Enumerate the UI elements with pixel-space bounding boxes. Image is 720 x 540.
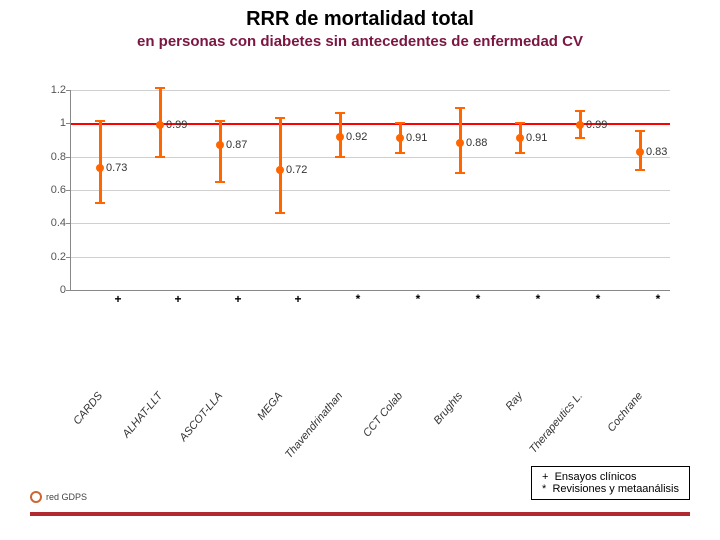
value-label: 0.72 bbox=[286, 164, 307, 176]
cap-top bbox=[215, 120, 225, 122]
x-category-label: Ray bbox=[503, 390, 525, 413]
y-tick-label: 1 bbox=[34, 117, 66, 129]
page-subtitle: en personas con diabetes sin antecedente… bbox=[0, 31, 720, 50]
category-marker: * bbox=[532, 292, 544, 306]
x-axis bbox=[70, 290, 670, 291]
error-bar bbox=[219, 120, 222, 182]
point-marker bbox=[216, 141, 224, 149]
x-category-label: CCT Colab bbox=[361, 390, 405, 439]
category-marker: * bbox=[412, 292, 424, 306]
x-category-label: CARDS bbox=[71, 390, 105, 427]
y-tick-label: 0 bbox=[34, 284, 66, 296]
category-marker: * bbox=[352, 292, 364, 306]
logo: red GDPS bbox=[30, 488, 100, 510]
point-marker bbox=[276, 166, 284, 174]
plot-area: 0.73 0.99 0.87 0.72 0.92 0.91 0.88 0.91 0.99 0.83 bbox=[70, 90, 670, 290]
cap-bottom bbox=[95, 202, 105, 204]
value-label: 0.73 bbox=[106, 162, 127, 174]
x-category-label: ASCOT-LLA bbox=[177, 390, 225, 444]
point-marker bbox=[636, 148, 644, 156]
cap-top bbox=[95, 120, 105, 122]
cap-bottom bbox=[395, 152, 405, 154]
category-marker: + bbox=[172, 292, 184, 306]
y-tick-label: 0.4 bbox=[34, 217, 66, 229]
point-marker bbox=[396, 134, 404, 142]
cap-top bbox=[335, 112, 345, 114]
cap-bottom bbox=[215, 181, 225, 183]
cap-top bbox=[635, 130, 645, 132]
value-label: 0.91 bbox=[526, 132, 547, 144]
value-label: 0.91 bbox=[406, 132, 427, 144]
x-category-label: Brughts bbox=[432, 390, 466, 427]
x-category-label: Therapeutics L. bbox=[527, 390, 585, 456]
point-marker bbox=[96, 164, 104, 172]
cap-top bbox=[575, 110, 585, 112]
point-marker bbox=[336, 133, 344, 141]
point-marker bbox=[456, 139, 464, 147]
value-label: 0.83 bbox=[646, 146, 667, 158]
category-marker: + bbox=[112, 292, 124, 306]
logo-icon bbox=[30, 491, 42, 503]
error-bar bbox=[99, 120, 102, 203]
cap-top bbox=[155, 87, 165, 89]
forest-chart: 00.20.40.60.811.2 0.730.990.870.720.920.… bbox=[30, 90, 690, 420]
x-category-label: ALHAT-LLT bbox=[120, 390, 165, 440]
point-marker bbox=[516, 134, 524, 142]
point-marker bbox=[576, 121, 584, 129]
error-bar bbox=[279, 117, 282, 214]
legend: + Ensayos clínicos * Revisiones y metaan… bbox=[531, 466, 690, 500]
cap-bottom bbox=[635, 169, 645, 171]
cap-top bbox=[455, 107, 465, 109]
category-marker: * bbox=[592, 292, 604, 306]
value-label: 0.88 bbox=[466, 137, 487, 149]
value-label: 0.92 bbox=[346, 131, 367, 143]
cap-bottom bbox=[335, 156, 345, 158]
value-label: 0.87 bbox=[226, 139, 247, 151]
logo-text: red GDPS bbox=[46, 492, 87, 502]
cap-bottom bbox=[575, 137, 585, 139]
value-label: 0.99 bbox=[586, 119, 607, 131]
cap-bottom bbox=[275, 212, 285, 214]
y-tick-label: 0.6 bbox=[34, 184, 66, 196]
legend-line-1: + Ensayos clínicos bbox=[542, 471, 679, 483]
x-category-label: Thavendrinathan bbox=[283, 390, 345, 461]
value-label: 0.99 bbox=[166, 119, 187, 131]
category-marker: * bbox=[472, 292, 484, 306]
cap-bottom bbox=[515, 152, 525, 154]
cap-top bbox=[275, 117, 285, 119]
y-tick-label: 0.8 bbox=[34, 151, 66, 163]
cap-top bbox=[515, 122, 525, 124]
cap-bottom bbox=[155, 156, 165, 158]
cap-bottom bbox=[455, 172, 465, 174]
x-category-label: MEGA bbox=[255, 390, 285, 423]
page-title: RRR de mortalidad total bbox=[0, 0, 720, 31]
y-tick-label: 1.2 bbox=[34, 84, 66, 96]
point-marker bbox=[156, 121, 164, 129]
x-category-label: Cochrane bbox=[605, 390, 645, 434]
category-marker: + bbox=[292, 292, 304, 306]
y-tick-label: 0.2 bbox=[34, 251, 66, 263]
footer-bar bbox=[30, 512, 690, 516]
category-marker: * bbox=[652, 292, 664, 306]
legend-line-2: * Revisiones y metaanálisis bbox=[542, 483, 679, 495]
cap-top bbox=[395, 122, 405, 124]
category-marker: + bbox=[232, 292, 244, 306]
